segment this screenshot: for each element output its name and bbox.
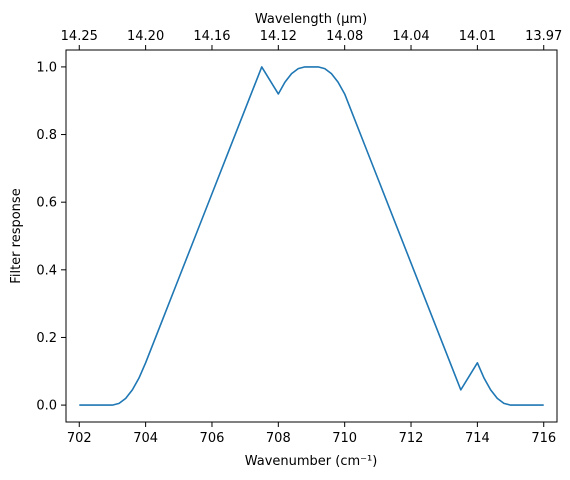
x-tick-label: 714: [465, 431, 490, 446]
top-axis-ticks: 14.25 14.20 14.16 14.12 14.08 14.04 14.01 13.97: [61, 29, 562, 50]
top-tick-label: 14.25: [61, 29, 98, 44]
x-tick-label: 710: [332, 431, 357, 446]
y-tick-label: 0.0: [36, 399, 57, 414]
plot-background: [66, 50, 557, 422]
x-tick-label: 704: [133, 431, 158, 446]
plot-frame: [65, 49, 558, 423]
x-axis-ticks: 702 704 706 708 710 712 714 716: [67, 422, 556, 446]
y-axis-ticks: 0.0 0.2 0.4 0.6 0.8 1.0: [36, 60, 66, 414]
top-tick-label: 14.08: [326, 29, 363, 44]
x-axis-label: Wavenumber (cm⁻¹): [245, 454, 378, 469]
series-layer: [79, 66, 544, 406]
top-tick-label: 14.04: [392, 29, 429, 44]
x-tick-label: 712: [399, 431, 424, 446]
y-tick-label: 0.8: [36, 128, 57, 143]
y-tick-label: 1.0: [36, 60, 57, 75]
y-tick-label: 0.4: [36, 263, 57, 278]
x-tick-label: 706: [200, 431, 225, 446]
x-tick-label: 708: [266, 431, 291, 446]
top-tick-label: 14.16: [193, 29, 230, 44]
top-tick-label: 14.01: [459, 29, 496, 44]
x-tick-label: 702: [67, 431, 92, 446]
series-line: [79, 66, 544, 406]
y-tick-label: 0.6: [36, 196, 57, 211]
y-tick-label: 0.2: [36, 331, 57, 346]
y-axis-label: Filter response: [9, 188, 24, 283]
x-tick-label: 716: [531, 431, 556, 446]
top-tick-label: 13.97: [525, 29, 562, 44]
top-tick-label: 14.20: [127, 29, 164, 44]
top-tick-label: 14.12: [260, 29, 297, 44]
top-axis-label: Wavelength (μm): [255, 12, 367, 27]
